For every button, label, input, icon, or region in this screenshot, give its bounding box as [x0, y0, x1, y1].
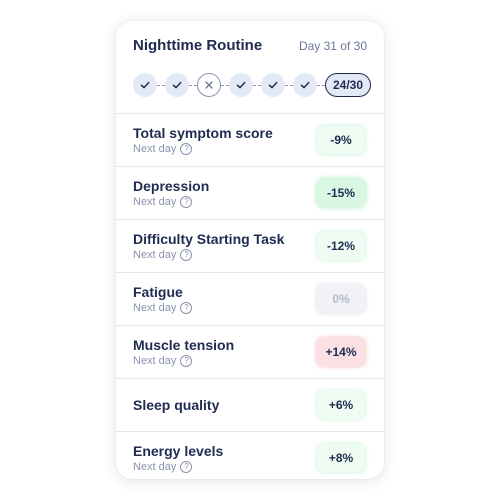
metric-timing: Next day? — [133, 302, 193, 314]
progress-connector — [189, 84, 197, 86]
check-icon — [267, 79, 279, 91]
change-badge: -12% — [317, 232, 365, 260]
day-complete-dot — [261, 73, 285, 97]
metric-timing: Next day? — [133, 143, 193, 155]
metric-row[interactable]: Depression Next day? -15% — [116, 167, 384, 220]
metric-row[interactable]: Difficulty Starting Task Next day? -12% — [116, 220, 384, 273]
metric-timing-label: Next day — [133, 461, 177, 473]
metrics-list: Total symptom score Next day? -9% Depressio… — [116, 113, 384, 479]
progress-connector — [285, 84, 293, 86]
change-badge: +8% — [317, 444, 365, 472]
metric-timing-label: Next day — [133, 196, 177, 208]
day-missed-dot — [197, 73, 221, 97]
day-label: Day 31 of 30 — [298, 39, 367, 53]
routine-title: Nighttime Routine — [133, 37, 263, 54]
metric-timing: Next day? — [133, 196, 193, 208]
check-icon — [235, 79, 247, 91]
metric-row[interactable]: Muscle tension Next day? +14% — [116, 326, 384, 379]
help-icon[interactable]: ? — [180, 302, 193, 314]
metric-row[interactable]: Sleep quality +6% — [116, 379, 384, 432]
metric-timing-label: Next day — [133, 355, 177, 367]
card-header: Nighttime Routine Day 31 of 30 24/30 — [116, 21, 384, 113]
change-badge: +6% — [317, 391, 365, 419]
day-progress-tracker: 24/30 — [133, 73, 372, 97]
metric-name: Depression — [133, 178, 210, 194]
metric-timing: Next day? — [133, 461, 193, 473]
metric-timing: Next day? — [133, 249, 193, 261]
help-icon[interactable]: ? — [180, 355, 193, 367]
metric-name: Fatigue — [133, 284, 183, 300]
help-icon[interactable]: ? — [180, 461, 193, 473]
help-icon[interactable]: ? — [180, 143, 193, 155]
metric-name: Difficulty Starting Task — [133, 231, 285, 247]
change-badge: -9% — [317, 126, 365, 154]
check-icon — [171, 79, 183, 91]
metric-row[interactable]: Energy levels Next day? +8% — [116, 432, 384, 479]
routine-card: Nighttime Routine Day 31 of 30 24/30 Tot… — [116, 21, 384, 479]
day-complete-dot — [293, 73, 317, 97]
change-badge: +14% — [317, 338, 365, 366]
help-icon[interactable]: ? — [180, 196, 193, 208]
metric-name: Total symptom score — [133, 125, 273, 141]
progress-connector — [253, 84, 261, 86]
change-badge: 0% — [317, 285, 365, 313]
day-complete-dot — [165, 73, 189, 97]
metric-name: Sleep quality — [133, 397, 220, 413]
day-complete-dot — [229, 73, 253, 97]
metric-row[interactable]: Total symptom score Next day? -9% — [116, 114, 384, 167]
metric-timing: Next day? — [133, 355, 193, 367]
metric-timing-label: Next day — [133, 249, 177, 261]
metric-timing-label: Next day — [133, 143, 177, 155]
metric-timing-label: Next day — [133, 302, 177, 314]
check-icon — [139, 79, 151, 91]
metric-name: Muscle tension — [133, 337, 235, 353]
check-icon — [299, 79, 311, 91]
change-badge: -15% — [317, 179, 365, 207]
metric-name: Energy levels — [133, 443, 224, 459]
day-complete-dot — [133, 73, 157, 97]
progress-connector — [317, 84, 325, 86]
progress-connector — [157, 84, 165, 86]
metric-row[interactable]: Fatigue Next day? 0% — [116, 273, 384, 326]
close-icon — [203, 79, 215, 91]
help-icon[interactable]: ? — [180, 249, 193, 261]
progress-connector — [221, 84, 229, 86]
progress-counter: 24/30 — [325, 73, 372, 97]
